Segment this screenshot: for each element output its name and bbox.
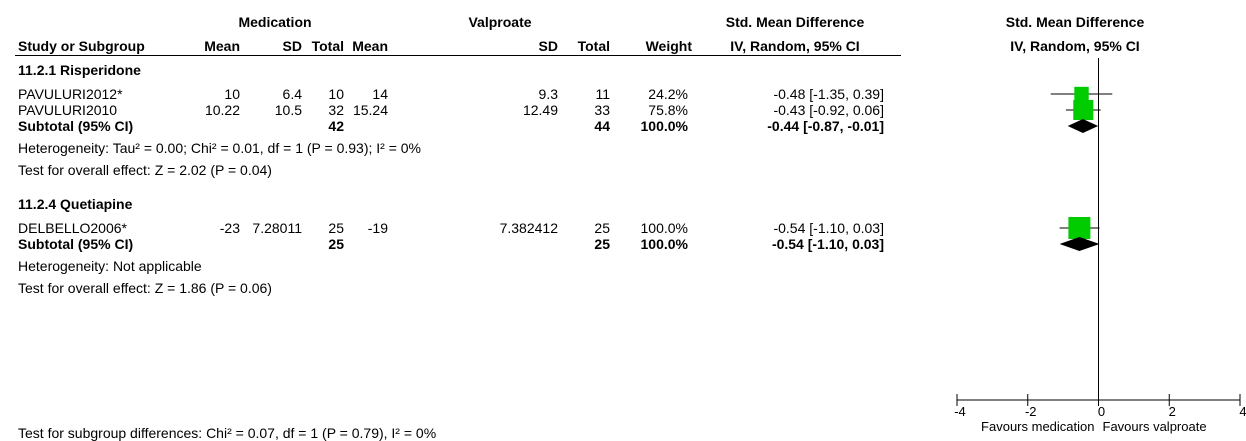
plot-method-header: IV, Random, 95% CI (1010, 38, 1140, 54)
study-name: PAVULURI2010 (18, 102, 118, 118)
mean2-header: Mean (352, 38, 388, 54)
total2-cell: 25 (594, 220, 610, 236)
x-tick-label: 0 (1098, 404, 1105, 419)
subtotal-total2: 44 (594, 118, 610, 134)
favours-right-label: Favours valproate (1103, 419, 1207, 434)
sd1-cell: 7.28011 (252, 220, 302, 236)
ci-cell: -0.48 [-1.35, 0.39] (773, 86, 884, 102)
group2-header: Valproate (468, 14, 532, 30)
study-column-header: Study or Subgroup (18, 38, 145, 54)
subtotal-ci: -0.44 [-0.87, -0.01] (767, 118, 884, 134)
total1-header: Total (311, 38, 344, 54)
total2-header: Total (577, 38, 610, 54)
mean1-cell: 10 (224, 86, 240, 102)
x-tick-label: -4 (954, 404, 966, 419)
study-marker (1068, 217, 1091, 239)
subgroup-title: 11.2.1 Risperidone (18, 62, 141, 78)
subtotal-total1: 42 (328, 118, 344, 134)
sd2-cell: 12.49 (522, 102, 558, 118)
x-tick-label: 2 (1169, 404, 1176, 419)
sd2-cell: 9.3 (538, 86, 558, 102)
mean1-header: Mean (204, 38, 240, 54)
subtotal-label: Subtotal (95% CI) (18, 118, 134, 134)
subtotal-weight: 100.0% (640, 118, 688, 134)
x-tick-label: 4 (1239, 404, 1246, 419)
subtotal-total2: 25 (594, 236, 610, 252)
subgroup-title: 11.2.4 Quetiapine (18, 196, 133, 212)
header-rule (15, 55, 901, 56)
effect-header: Std. Mean Difference (725, 14, 865, 30)
overall-effect-text: Test for overall effect: Z = 2.02 (P = 0… (18, 162, 272, 178)
weight-header: Weight (645, 38, 692, 54)
mean1-cell: -23 (219, 220, 240, 236)
weight-cell: 24.2% (648, 86, 688, 102)
subtotal-diamond (1067, 119, 1099, 133)
mean2-cell: 15.24 (352, 102, 388, 118)
heterogeneity-text: Heterogeneity: Not applicable (18, 258, 202, 274)
weight-cell: 75.8% (648, 102, 688, 118)
group1-header: Medication (238, 14, 312, 30)
x-tick-label: -2 (1025, 404, 1037, 419)
sd2-header: SD (538, 38, 558, 54)
subtotal-diamond (1059, 237, 1100, 251)
mean2-cell: 14 (372, 86, 388, 102)
mean2-cell: -19 (367, 220, 388, 236)
subtotal-label: Subtotal (95% CI) (18, 236, 134, 252)
total2-cell: 11 (595, 86, 610, 102)
total1-cell: 10 (328, 86, 344, 102)
plot-header: Std. Mean Difference (1005, 14, 1145, 30)
study-marker (1074, 86, 1089, 102)
sd1-cell: 10.5 (274, 102, 302, 118)
ci-cell: -0.43 [-0.92, 0.06] (773, 102, 884, 118)
weight-cell: 100.0% (640, 220, 688, 236)
study-name: DELBELLO2006* (18, 220, 127, 236)
study-marker (1073, 99, 1094, 121)
total2-cell: 33 (594, 102, 610, 118)
subtotal-total1: 25 (328, 236, 344, 252)
mean1-cell: 10.22 (204, 102, 240, 118)
favours-left-label: Favours medication (981, 419, 1094, 434)
subtotal-weight: 100.0% (640, 236, 688, 252)
sd1-cell: 6.4 (282, 86, 302, 102)
heterogeneity-text: Heterogeneity: Tau² = 0.00; Chi² = 0.01,… (18, 140, 421, 156)
sd2-cell: 7.382412 (499, 220, 558, 236)
total1-cell: 25 (328, 220, 344, 236)
total1-cell: 32 (328, 102, 344, 118)
overall-effect-text: Test for overall effect: Z = 1.86 (P = 0… (18, 280, 272, 296)
subtotal-ci: -0.54 [-1.10, 0.03] (771, 236, 884, 252)
ci-cell: -0.54 [-1.10, 0.03] (773, 220, 884, 236)
sd1-header: SD (282, 38, 302, 54)
method-header: IV, Random, 95% CI (730, 38, 860, 54)
study-name: PAVULURI2012* (18, 86, 123, 102)
